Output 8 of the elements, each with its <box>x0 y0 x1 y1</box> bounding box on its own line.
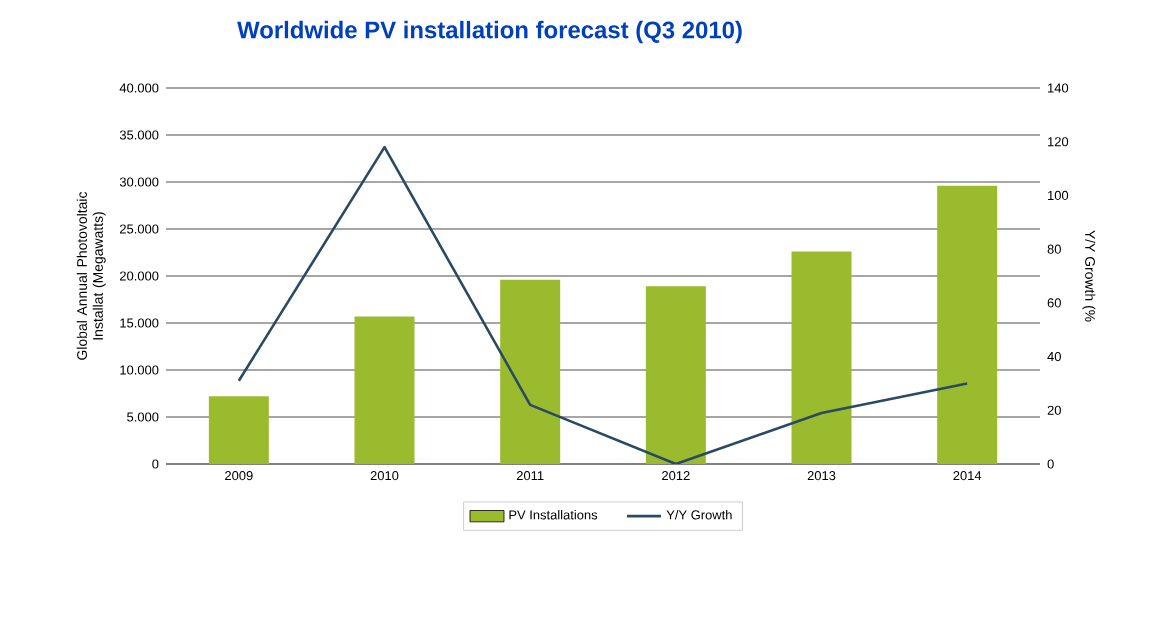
bar <box>208 396 269 464</box>
bar <box>937 185 998 464</box>
bar <box>791 251 852 464</box>
bar <box>645 286 706 464</box>
chart-title: Worldwide PV installation forecast (Q3 2010) <box>237 20 742 44</box>
line-series <box>237 145 969 464</box>
bar <box>500 279 561 464</box>
bar <box>354 316 415 464</box>
